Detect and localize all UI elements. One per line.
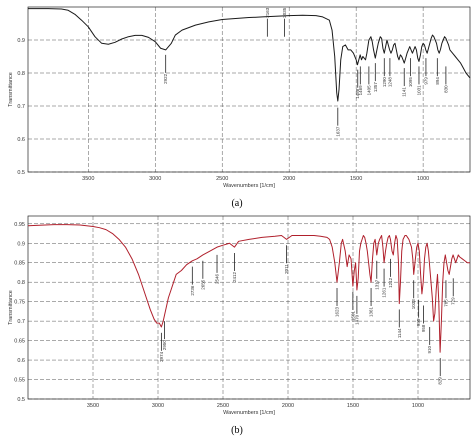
y-tick-label: 0.75	[14, 300, 25, 306]
panel-a-chart: 0.5 0.6 0.7 0.8 0.9 3500 3000 2500 2000 1500 1000 W…	[8, 6, 471, 189]
y-axis-label: Transmittance	[8, 290, 14, 325]
peak-label: 1248	[387, 77, 392, 88]
panel-a-caption: (a)	[231, 198, 242, 209]
peak-label: 1637	[335, 126, 340, 137]
peak-label: 2950	[162, 340, 167, 351]
peak-label: 785	[443, 299, 448, 307]
peak-label: 1095	[408, 77, 413, 88]
x-tick-label: 1500	[350, 176, 362, 182]
plot-frame	[27, 6, 471, 173]
x-axis-label: Wavenumbers [1/cm]	[223, 410, 275, 416]
peak-label: 958	[421, 324, 426, 332]
peak-label: 995	[416, 318, 421, 326]
peak-label: 2974	[159, 351, 164, 362]
peak-label: 1141	[402, 87, 407, 97]
x-tick-label: 3000	[152, 403, 164, 409]
spectrum-line	[27, 224, 470, 353]
peak-label: 1261	[382, 287, 387, 298]
y-tick-label: 0.7	[17, 104, 25, 110]
x-tick-label: 3500	[87, 403, 99, 409]
y-tick-label: 0.5	[17, 397, 25, 403]
x-tick-label: 2500	[217, 403, 229, 409]
y-tick-label: 0.8	[17, 71, 25, 77]
y-tick-label: 0.85	[14, 261, 25, 267]
peak-label: 1488	[355, 88, 360, 99]
peak-label: 1623	[335, 307, 340, 318]
peak-label: 2922	[163, 73, 168, 84]
peak-label: 829	[438, 377, 443, 385]
peak-label: 1469	[358, 85, 363, 96]
plot-frame	[27, 215, 471, 400]
peak-label: 2655	[200, 279, 205, 290]
peak-label: 1212	[388, 277, 393, 288]
x-tick-label: 2000	[282, 403, 294, 409]
peak-label: 729	[451, 297, 456, 305]
peak-label: 2412	[232, 271, 237, 282]
peak-label: 1470	[354, 314, 359, 325]
y-axis-label: Transmittance	[8, 72, 14, 107]
peak-label: 2163	[265, 7, 270, 18]
peak-label: 2035	[282, 7, 287, 18]
y-tick-label: 0.8	[17, 280, 25, 286]
y-tick-label: 0.65	[14, 339, 25, 345]
peak-label: 2736	[190, 285, 195, 296]
y-tick-label: 0.95	[14, 222, 25, 228]
x-tick-label: 3000	[149, 176, 161, 182]
peak-label: 1317	[374, 279, 379, 290]
y-tick-label: 0.7	[17, 319, 25, 325]
peak-label: 1405	[366, 85, 371, 96]
y-tick-label: 0.9	[17, 241, 25, 247]
x-tick-label: 1500	[347, 403, 359, 409]
peak-label: 1290	[382, 77, 387, 88]
peak-label: 1031	[416, 85, 421, 96]
panel-b-chart: 0.5 0.55 0.6 0.65 0.7 0.75 0.8 0.85 0.9 0.95 3500 3…	[8, 215, 471, 416]
peak-label: 830	[443, 85, 448, 93]
y-tick-label: 0.5	[17, 170, 25, 176]
x-tick-label: 2000	[283, 176, 295, 182]
x-tick-label: 3500	[82, 176, 94, 182]
peak-label: 1357	[373, 82, 378, 93]
peak-label: 2546	[215, 273, 220, 284]
peak-label: 1144	[397, 328, 402, 338]
peak-label: 894	[435, 77, 440, 85]
peak-label: 979	[423, 77, 428, 85]
x-tick-label: 1000	[417, 176, 429, 182]
peak-label: 1501	[350, 310, 355, 321]
spectrum-line	[28, 8, 471, 102]
peak-label: 910	[427, 345, 432, 353]
x-tick-label: 1000	[412, 403, 424, 409]
x-tick-label: 2500	[216, 176, 228, 182]
y-tick-label: 0.55	[14, 378, 25, 384]
panel-b-caption: (b)	[231, 425, 243, 436]
x-axis-label: Wavenumbers [1/cm]	[223, 183, 275, 189]
y-tick-label: 0.6	[17, 137, 25, 143]
y-tick-label: 0.9	[17, 38, 25, 44]
peak-label: 2011	[284, 264, 289, 274]
peak-label: 1361	[369, 307, 374, 318]
peak-label: 1033	[411, 299, 416, 310]
y-tick-label: 0.6	[17, 358, 25, 364]
